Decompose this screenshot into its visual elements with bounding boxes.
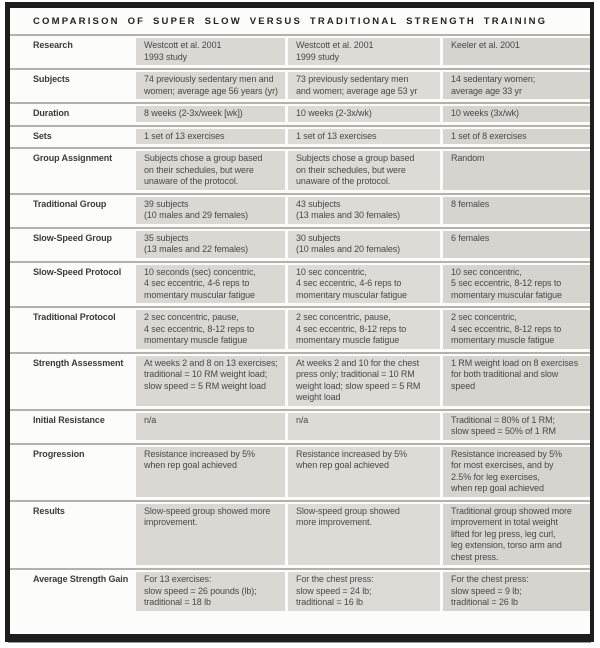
table-cell: Slow-speed group showed more improvement… [288,503,440,565]
table-cell: At weeks 2 and 10 for the chest press on… [288,355,440,406]
table-cell: Random [443,151,590,190]
table-cell: n/a [136,412,285,440]
table-row: Traditional Group 39 subjects (10 males a… [10,192,590,227]
table-row: Group Assignment Subjects chose a group b… [10,147,590,193]
table-row: Results Slow-speed group showed more impr… [10,499,590,569]
table-cell: 30 subjects (10 males and 20 females) [288,230,440,258]
table-cell: 1 RM weight load on 8 exercises for both… [443,355,590,406]
row-label: Duration [33,108,70,118]
row-label: Group Assignment [33,153,113,163]
table-cell: 10 sec concentric, 5 sec eccentric, 8-12… [443,264,590,303]
row-label: Traditional Group [33,198,107,209]
table-row: Slow-Speed Protocol 10 seconds (sec) conc… [10,260,590,307]
table-cell: 39 subjects (10 males and 29 females) [136,196,285,224]
table-cell: For 13 exercises: slow speed = 26 pounds… [136,572,285,611]
table-cell: Subjects chose a group based on their sc… [288,151,440,190]
table-cell: 8 weeks (2-3x/week [wk]) [136,106,285,122]
table-row: Progression Resistance increased by 5% wh… [10,442,590,500]
table-cell: Resistance increased by 5% when rep goal… [288,446,440,497]
table-row: Strength Assessment At weeks 2 and 8 on 1… [10,351,590,409]
table-cell: For the chest press: slow speed = 9 lb; … [443,572,590,611]
row-label: Slow-Speed Group [33,232,112,243]
table-cell: Westcott et al. 2001 1999 study [288,38,440,65]
table-cell: 6 females [443,230,590,258]
table-cell: 2 sec concentric, 4 sec eccentric, 8-12 … [443,310,590,349]
table-cell: 10 sec concentric, 4 sec eccentric, 4-6 … [288,264,440,303]
table-cell: Resistance increased by 5% when rep goal… [136,446,285,497]
row-label: Slow-Speed Protocol [33,266,122,277]
table-cell: 8 females [443,196,590,224]
row-label: Strength Assessment [33,357,124,368]
table-cell: Traditional group showed more improvemen… [443,503,590,565]
table-row: Average Strength Gain For 13 exercises: s… [10,568,590,614]
table-cell: Keeler et al. 2001 [443,38,590,65]
table-row: Initial Resistance n/a n/a Traditional = 80… [10,408,590,443]
table-row: Duration 8 weeks (2-3x/week [wk]) 10 weeks… [10,102,590,125]
table-cell: 43 subjects (13 males and 30 females) [288,196,440,224]
table-frame: COMPARISON OF SUPER SLOW VERSUS TRADITIO… [5,2,594,642]
table-cell: Westcott et al. 2001 1993 study [136,38,285,65]
table-cell: 2 sec concentric, pause, 4 sec eccentric… [136,310,285,349]
table-row: Traditional Protocol 2 sec concentric, pa… [10,306,590,352]
table-cell: n/a [288,412,440,440]
table-cell: Subjects chose a group based on their sc… [136,151,285,190]
row-label: Initial Resistance [33,414,105,425]
row-label: Sets [33,130,52,141]
table-cell: 1 set of 8 exercises [443,128,590,144]
row-label: Traditional Protocol [33,312,116,322]
table-cell: Resistance increased by 5% for most exer… [443,446,590,497]
table-row: Subjects 74 previously sedentary men and … [10,68,590,102]
table-cell: Traditional = 80% of 1 RM; slow speed = … [443,412,590,440]
table-cell: Slow-speed group showed more improvement… [136,503,285,565]
table-cell: 14 sedentary women; average age 33 yr [443,72,590,99]
row-label: Subjects [33,74,70,84]
table-row: Research Westcott et al. 2001 1993 study W… [10,34,590,68]
table-cell: For the chest press: slow speed = 24 lb;… [288,572,440,611]
comparison-table: Research Westcott et al. 2001 1993 study W… [10,34,590,614]
row-label: Research [33,40,73,50]
table-cell: 2 sec concentric, pause, 4 sec eccentric… [288,310,440,349]
table-cell: 10 weeks (2-3x/wk) [288,106,440,122]
row-label: Average Strength Gain [33,574,129,584]
row-label: Results [33,505,65,516]
page-title: COMPARISON OF SUPER SLOW VERSUS TRADITIO… [33,16,548,27]
table-cell: 1 set of 13 exercises [288,128,440,144]
table-row: Slow-Speed Group 35 subjects (13 males an… [10,226,590,261]
table-row: Sets 1 set of 13 exercises 1 set of 13 exe… [10,124,590,148]
table-cell: At weeks 2 and 8 on 13 exercises; tradit… [136,355,285,406]
table-cell: 1 set of 13 exercises [136,128,285,144]
table-cell: 10 seconds (sec) concentric, 4 sec eccen… [136,264,285,303]
table-cell: 73 previously sedentary men and women; a… [288,72,440,99]
table-cell: 35 subjects (13 males and 22 females) [136,230,285,258]
row-label: Progression [33,448,85,459]
table-cell: 74 previously sedentary men and women; a… [136,72,285,99]
table-cell: 10 weeks (3x/wk) [443,106,590,122]
